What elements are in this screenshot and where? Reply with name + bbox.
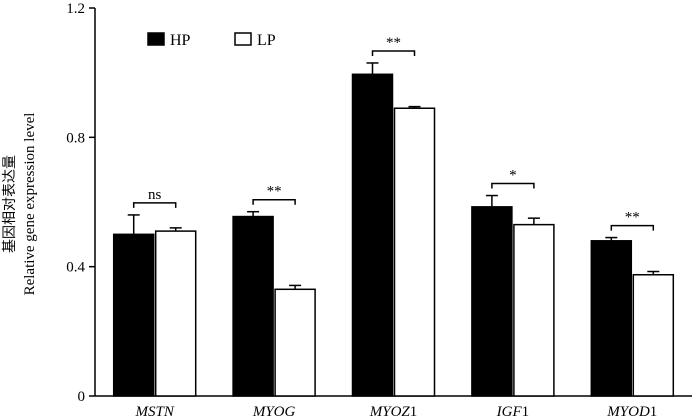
category-label-name: MSTN <box>135 404 175 420</box>
significance-label: ns <box>148 187 162 203</box>
significance-label: ** <box>267 184 282 200</box>
legend-swatch-lp <box>234 32 252 46</box>
category-label-name: MYOZ <box>369 404 411 420</box>
category-label-suffix: 1 <box>522 404 530 420</box>
bar-lp <box>274 288 316 397</box>
bar-hp <box>232 215 274 397</box>
bar-lp <box>393 107 436 397</box>
significance-bracket <box>252 198 296 205</box>
y-tick-label: 0.8 <box>66 130 85 146</box>
category-label: MYOD1 <box>606 404 657 420</box>
significance-bracket <box>491 182 535 189</box>
category-label-name: MYOG <box>252 404 296 420</box>
significance-label: ** <box>625 210 640 226</box>
category-label: MYOG <box>252 404 296 420</box>
category-label: IGF1 <box>496 404 530 420</box>
legend: HP LP <box>147 32 276 49</box>
category-label-name: MYOD <box>606 404 650 420</box>
y-axis-title: Relative gene expression level <box>22 113 38 296</box>
category-label: MYOZ1 <box>369 404 418 420</box>
bar-lp <box>632 274 675 397</box>
significance-label: * <box>509 168 517 184</box>
significance-label: ** <box>386 35 401 51</box>
category-label-suffix: 1 <box>650 404 658 420</box>
bar-hp <box>112 233 155 397</box>
legend-label-hp: HP <box>170 32 191 49</box>
y-tick-label: 1.2 <box>66 1 85 17</box>
significance-bracket <box>132 202 177 208</box>
category-label: MSTN <box>135 404 175 420</box>
category-label-suffix: 1 <box>410 404 418 420</box>
category-label-name: IGF <box>496 404 523 420</box>
bar-hp <box>351 73 394 397</box>
bar-lp <box>513 223 555 397</box>
y-tick-label: 0 <box>78 389 86 405</box>
y-axis-title-chinese: 基因相对表达量 <box>1 155 18 253</box>
bar-lp <box>154 230 197 397</box>
bar-hp <box>590 240 633 397</box>
legend-label-lp: LP <box>257 32 276 49</box>
significance-bracket <box>371 50 416 56</box>
legend-swatch-hp <box>147 32 165 46</box>
y-tick-label: 0.4 <box>66 260 85 276</box>
bar-hp <box>471 206 513 397</box>
significance-bracket <box>610 224 655 231</box>
